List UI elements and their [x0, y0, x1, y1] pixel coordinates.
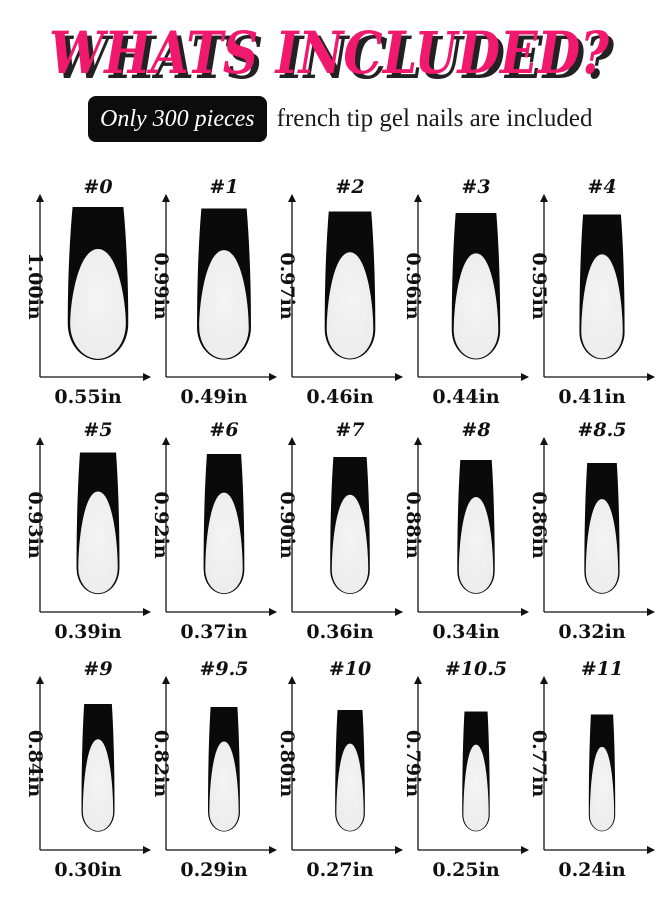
nail-card: #5 0.39in 0.93in: [24, 419, 151, 643]
nail-card: #10.5 0.25in 0.79in: [402, 658, 529, 881]
nail-body-shape: [453, 253, 499, 359]
nail-width-label: 0.24in: [558, 859, 625, 881]
nail-size-label: #7: [335, 419, 364, 441]
nail-width-label: 0.29in: [180, 859, 247, 881]
nail-width-label: 0.39in: [54, 621, 121, 643]
nail-size-label: #4: [587, 176, 616, 198]
nail-width-label: 0.34in: [432, 621, 499, 643]
nail-width-label: 0.44in: [432, 386, 499, 408]
nail-size-label: #10: [329, 658, 371, 680]
nail-length-label: 0.99in: [150, 252, 172, 319]
nail-width-label: 0.36in: [306, 621, 373, 643]
nail-card: #8 0.34in 0.88in: [402, 419, 529, 643]
nail-width-label: 0.55in: [54, 386, 121, 408]
nail-card: #4 0.41in 0.95in: [528, 176, 655, 408]
nail-card: #8.5 0.32in 0.86in: [528, 419, 655, 643]
nail-length-label: 0.80in: [276, 730, 298, 797]
nail-card: #2 0.46in 0.97in: [276, 176, 403, 408]
nail-length-label: 0.93in: [24, 491, 46, 558]
nail-size-label: #11: [581, 658, 623, 680]
nail-width-label: 0.37in: [180, 621, 247, 643]
nail-card: #3 0.44in 0.96in: [402, 176, 529, 408]
nail-length-label: 0.96in: [402, 252, 424, 319]
nail-card: #7 0.36in 0.90in: [276, 419, 403, 643]
nail-size-label: #3: [461, 176, 490, 198]
nail-length-label: 0.95in: [528, 252, 550, 319]
title-text: WHATS INCLUDED?: [49, 19, 610, 87]
nail-body-shape: [199, 250, 249, 359]
nail-body-shape: [463, 744, 489, 831]
subtitle-row: Only 300 pieces french tip gel nails are…: [88, 96, 592, 142]
nail-length-label: 0.92in: [150, 491, 172, 558]
nail-body-shape: [82, 739, 114, 831]
nail-size-label: #2: [335, 176, 364, 198]
nail-length-label: 0.90in: [276, 491, 298, 558]
nail-body-shape: [78, 491, 118, 594]
nail-length-label: 0.82in: [150, 730, 172, 797]
nail-body-shape: [209, 741, 239, 831]
subtitle-text: french tip gel nails are included: [276, 105, 593, 132]
nail-size-label: #8: [461, 419, 490, 441]
nail-width-label: 0.49in: [180, 386, 247, 408]
nail-width-label: 0.27in: [306, 859, 373, 881]
nail-length-label: 1.00in: [24, 252, 46, 319]
nail-body-shape: [70, 249, 126, 359]
nail-length-label: 0.77in: [528, 730, 550, 797]
nail-body-shape: [458, 496, 494, 594]
nail-card: #11 0.24in 0.77in: [528, 658, 655, 881]
nail-body-shape: [336, 743, 364, 831]
nail-card: #6 0.37in 0.92in: [150, 419, 277, 643]
nail-card: #9 0.30in 0.84in: [24, 658, 151, 881]
nail-card: #0 0.55in 1.00in: [24, 176, 151, 408]
nail-body-shape: [581, 254, 623, 359]
nail-size-label: #6: [209, 419, 238, 441]
nail-card: #1 0.49in 0.99in: [150, 176, 277, 408]
nail-body-shape: [585, 499, 619, 594]
nail-size-label: #1: [209, 176, 238, 198]
nail-length-label: 0.97in: [276, 252, 298, 319]
nail-width-label: 0.32in: [558, 621, 625, 643]
title-shadow: WHATS INCLUDED?: [54, 24, 615, 90]
nail-width-label: 0.25in: [432, 859, 499, 881]
nail-width-label: 0.30in: [54, 859, 121, 881]
nail-card: #10 0.27in 0.80in: [276, 658, 403, 881]
nail-size-label: #9.5: [200, 658, 249, 680]
nail-body-shape: [331, 494, 369, 594]
nail-width-label: 0.46in: [306, 386, 373, 408]
nail-length-label: 0.88in: [402, 491, 424, 558]
nail-length-label: 0.84in: [24, 730, 46, 797]
nail-size-label: #8.5: [578, 419, 627, 441]
nail-length-label: 0.79in: [402, 730, 424, 797]
nail-length-label: 0.86in: [528, 491, 550, 558]
nail-body-shape: [205, 492, 243, 594]
nail-size-label: #9: [83, 658, 112, 680]
nail-size-label: #10.5: [445, 658, 507, 680]
nail-width-label: 0.41in: [558, 386, 625, 408]
nail-card: #9.5 0.29in 0.82in: [150, 658, 277, 881]
nail-size-label: #5: [83, 419, 112, 441]
nail-body-shape: [589, 746, 615, 831]
nail-size-label: #0: [83, 176, 112, 198]
nail-body-shape: [326, 252, 374, 359]
pieces-badge: Only 300 pieces: [88, 96, 267, 142]
page-title: WHATS INCLUDED? WHATS INCLUDED?: [0, 2, 660, 90]
